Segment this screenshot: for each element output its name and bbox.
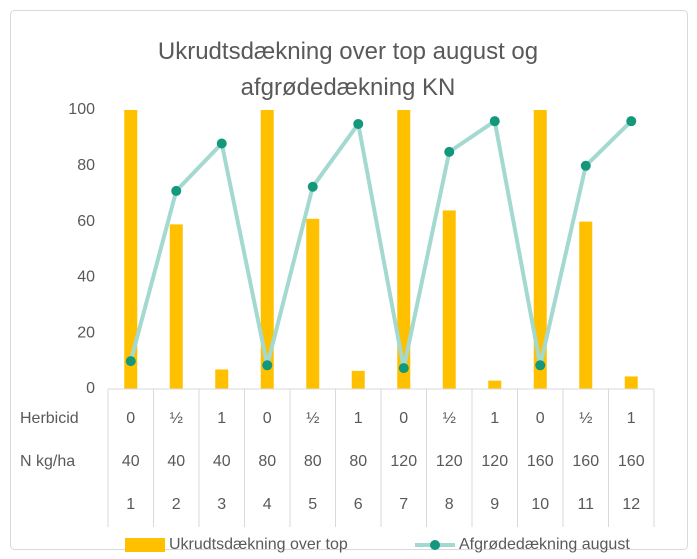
bar xyxy=(488,380,502,389)
x-tick-label: 5 xyxy=(308,496,317,513)
x-tick-label: 160 xyxy=(527,453,554,470)
x-tick-label: 8 xyxy=(445,496,454,513)
x-tick-label: 2 xyxy=(172,496,181,513)
legend-marker xyxy=(430,540,440,550)
x-tick-label: 0 xyxy=(263,410,272,427)
line-marker xyxy=(171,185,182,196)
x-tick-label: ½ xyxy=(579,410,592,427)
x-tick-label: 1 xyxy=(354,410,363,427)
x-tick-label: 3 xyxy=(217,496,226,513)
x-tick-label: 120 xyxy=(481,453,508,470)
x-tick-label: 1 xyxy=(217,410,226,427)
line-marker xyxy=(398,363,409,374)
x-tick-label: ½ xyxy=(170,410,183,427)
chart-border xyxy=(10,10,688,550)
y-tick-label: 0 xyxy=(86,380,95,397)
line-marker xyxy=(580,160,591,171)
y-tick-label: 60 xyxy=(77,213,95,230)
y-tick-label: 80 xyxy=(77,157,95,174)
x-tick-label: 4 xyxy=(263,496,272,513)
line-marker xyxy=(626,116,637,127)
bar xyxy=(306,218,320,389)
x-tick-label: ½ xyxy=(306,410,319,427)
legend-label: Afgrødedækning august xyxy=(459,536,630,553)
bar xyxy=(169,224,183,389)
x-tick-label: 0 xyxy=(126,410,135,427)
line-marker xyxy=(535,360,546,371)
chart-title: Ukrudtsdækning over top august og afgrød… xyxy=(157,38,539,101)
bar xyxy=(260,110,274,389)
x-tick-label: 10 xyxy=(531,496,549,513)
x-tick-label: 1 xyxy=(126,496,135,513)
x-tick-label: 9 xyxy=(490,496,499,513)
x-tick-label: ½ xyxy=(443,410,456,427)
y-tick-label: 20 xyxy=(77,324,95,341)
legend-swatch xyxy=(125,538,165,552)
x-tick-label: 120 xyxy=(390,453,417,470)
y-tick-label: 40 xyxy=(77,269,95,286)
bar xyxy=(579,221,593,389)
x-tick-label: 120 xyxy=(436,453,463,470)
x-tick-label: 40 xyxy=(167,453,185,470)
line xyxy=(128,119,633,371)
bar xyxy=(215,369,229,389)
x-tick-label: 80 xyxy=(304,453,322,470)
bar xyxy=(442,210,456,389)
x-tick-label: 40 xyxy=(122,453,140,470)
x-tick-label: 80 xyxy=(258,453,276,470)
x-tick-label: 0 xyxy=(399,410,408,427)
line-marker xyxy=(307,181,318,192)
legend-label: Ukrudtsdækning over top xyxy=(169,536,348,553)
x-tick-label: 160 xyxy=(618,453,645,470)
x-tick-label: 6 xyxy=(354,496,363,513)
x-tick-label: 80 xyxy=(349,453,367,470)
x-tick-label: 40 xyxy=(213,453,231,470)
bar xyxy=(624,376,638,389)
x-tick-label: 1 xyxy=(490,410,499,427)
bar xyxy=(533,110,547,389)
x-tick-label: 11 xyxy=(577,496,594,513)
x-tick-label: 12 xyxy=(622,496,640,513)
line-marker xyxy=(353,118,364,129)
line-marker xyxy=(489,116,500,127)
y-tick-label: 100 xyxy=(68,101,95,118)
bar xyxy=(351,370,365,389)
line-marker xyxy=(216,138,227,149)
x-tick-label: 7 xyxy=(399,496,408,513)
bar xyxy=(124,110,138,389)
line-marker xyxy=(262,360,273,371)
bar xyxy=(397,110,411,389)
x-tick-label: 160 xyxy=(572,453,599,470)
category-level-name: Herbicid xyxy=(20,410,79,427)
x-tick-label: 1 xyxy=(627,410,636,427)
line-marker xyxy=(125,356,136,367)
x-tick-label: 0 xyxy=(536,410,545,427)
line-marker xyxy=(444,146,455,157)
category-level-name: N kg/ha xyxy=(20,453,75,470)
